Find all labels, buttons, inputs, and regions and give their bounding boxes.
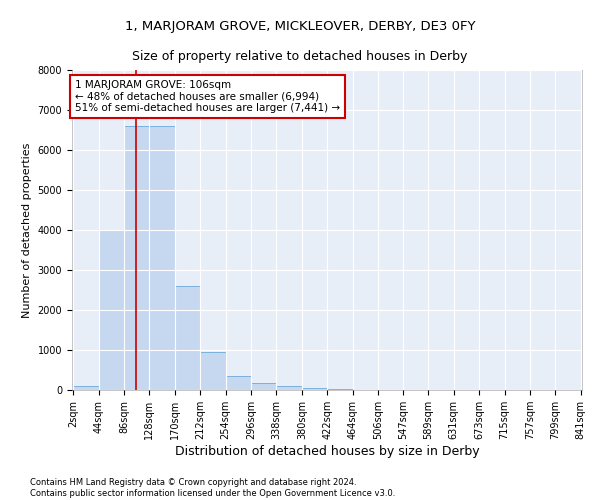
Bar [73, 386, 98, 390]
Bar [98, 230, 124, 390]
Text: Size of property relative to detached houses in Derby: Size of property relative to detached ho… [133, 50, 467, 63]
Y-axis label: Number of detached properties: Number of detached properties [22, 142, 32, 318]
Bar [226, 376, 251, 390]
Bar [124, 126, 149, 390]
Text: 1, MARJORAM GROVE, MICKLEOVER, DERBY, DE3 0FY: 1, MARJORAM GROVE, MICKLEOVER, DERBY, DE… [125, 20, 475, 33]
Text: Contains HM Land Registry data © Crown copyright and database right 2024.
Contai: Contains HM Land Registry data © Crown c… [30, 478, 395, 498]
X-axis label: Distribution of detached houses by size in Derby: Distribution of detached houses by size … [175, 445, 479, 458]
Bar [302, 388, 328, 390]
Bar [251, 383, 277, 390]
Bar [200, 352, 226, 390]
Bar [277, 386, 302, 390]
Bar [175, 286, 200, 390]
Bar [149, 126, 175, 390]
Text: 1 MARJORAM GROVE: 106sqm
← 48% of detached houses are smaller (6,994)
51% of sem: 1 MARJORAM GROVE: 106sqm ← 48% of detach… [75, 80, 340, 113]
